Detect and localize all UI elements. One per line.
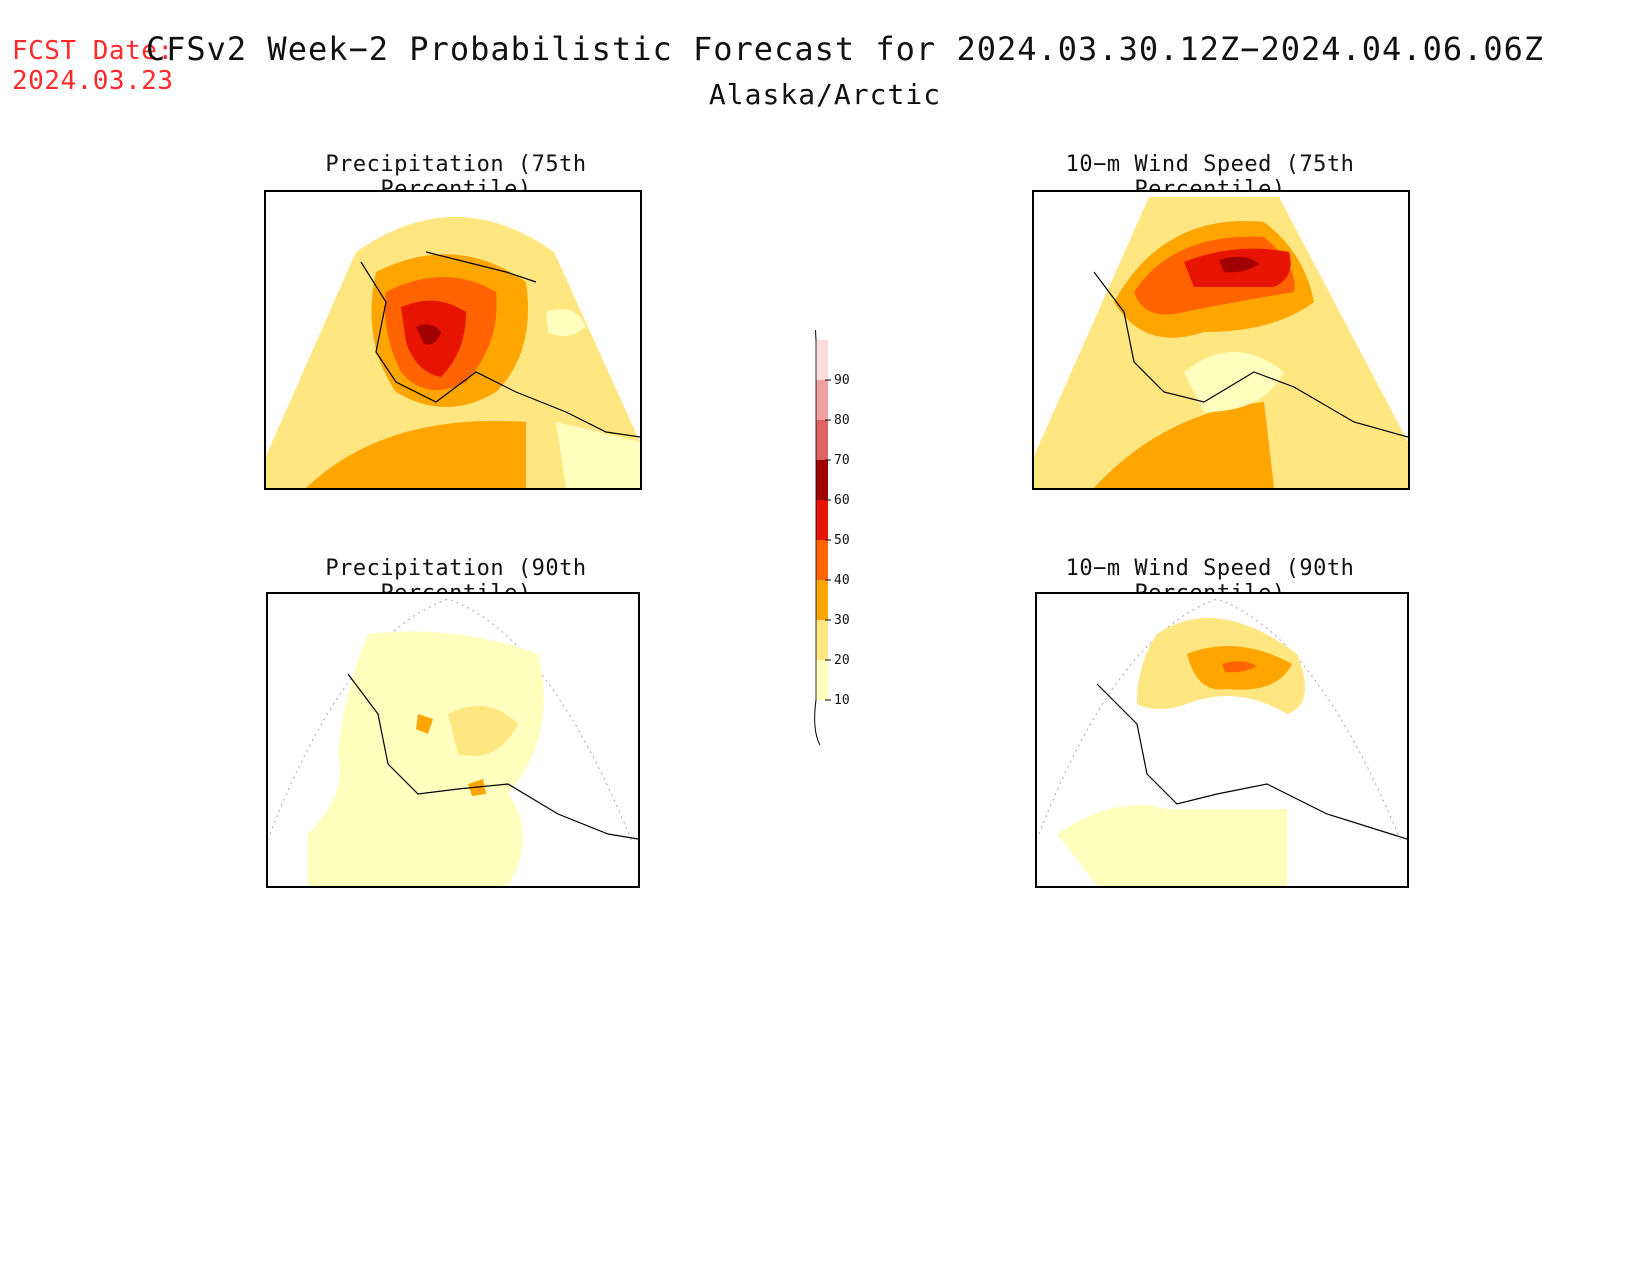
colorbar-label: 80 [834, 413, 850, 428]
colorbar-swatch [816, 580, 828, 620]
colorbar-label: 60 [834, 493, 850, 508]
map-precip-75 [264, 190, 642, 490]
forecast-date-label: FCST Date: [12, 36, 174, 66]
panel-title-wind-75: 10−m Wind Speed (75th Percentile) [1065, 152, 1355, 202]
colorbar-swatch [816, 540, 828, 580]
map-wind-75 [1032, 190, 1410, 490]
colorbar-swatch [816, 500, 828, 540]
colorbar-swatch [816, 460, 828, 500]
colorbar: 10 20 30 40 50 60 70 80 90 [814, 330, 850, 746]
colorbar-swatch [816, 660, 828, 700]
colorbar-swatch [816, 380, 828, 420]
page-title: CFSv2 Week−2 Probabilistic Forecast for … [145, 30, 1545, 68]
colorbar-label: 70 [834, 453, 850, 468]
map-wind-90 [1035, 592, 1409, 888]
region-subtitle: Alaska/Arctic [708, 78, 942, 111]
colorbar-label: 20 [834, 653, 850, 668]
colorbar-label: 40 [834, 573, 850, 588]
colorbar-label: 10 [834, 693, 850, 708]
colorbar-outline [814, 330, 821, 746]
colorbar-label: 30 [834, 613, 850, 628]
colorbar-swatch [816, 620, 828, 660]
colorbar-swatch [816, 340, 828, 380]
map-precip-90 [266, 592, 640, 888]
forecast-date-value: 2024.03.23 [12, 66, 174, 96]
colorbar-label: 90 [834, 373, 850, 388]
colorbar-swatch [816, 420, 828, 460]
colorbar-label: 50 [834, 533, 850, 548]
